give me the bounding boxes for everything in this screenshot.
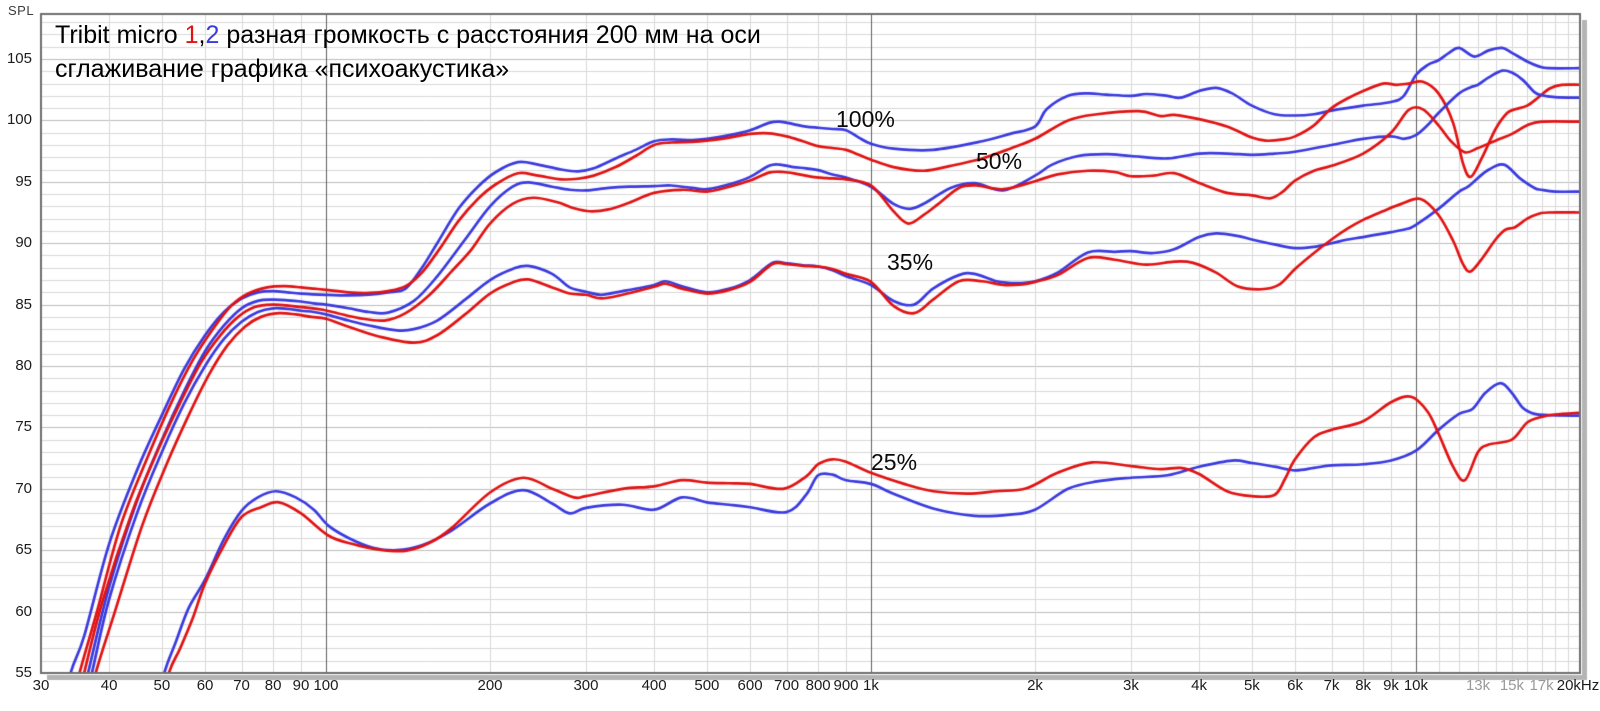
x-tick-label: 60 <box>196 677 214 694</box>
curve-label-35: 35% <box>887 249 934 275</box>
y-tick-label: 70 <box>15 479 32 497</box>
x-tick-label: 8k <box>1355 677 1372 694</box>
x-tick-label: 10k <box>1403 677 1429 694</box>
y-tick-label: 65 <box>15 541 32 559</box>
y-tick-label: 60 <box>15 602 32 620</box>
x-tick-label: 7k <box>1323 677 1340 694</box>
chart-title-segment: Tribit micro <box>55 21 185 49</box>
y-tick-label: 90 <box>15 234 32 252</box>
x-tick-label: 4k <box>1191 677 1207 694</box>
x-tick-label: 13k <box>1465 677 1491 694</box>
x-tick-label: 800 <box>805 677 831 694</box>
x-tick-label: 90 <box>292 677 310 694</box>
x-tick-label: 6k <box>1287 677 1303 694</box>
x-tick-label: 40 <box>100 677 118 694</box>
x-tick-label: 17k <box>1529 677 1554 694</box>
x-tick-label: 50 <box>153 677 171 694</box>
x-tick-label: 300 <box>573 677 599 694</box>
curve-label-100: 100% <box>836 106 895 132</box>
chart-title: Tribit micro 1,2 разная громкость с расс… <box>55 18 761 86</box>
x-tick-label: 20kHz <box>1556 677 1600 694</box>
y-tick-label: 100 <box>6 111 32 129</box>
chart-title-segment: 1 <box>184 21 199 49</box>
x-tick-label: 15k <box>1499 677 1524 694</box>
x-tick-label: 2k <box>1027 677 1043 694</box>
x-tick-label: 70 <box>233 677 250 694</box>
x-tick-label: 400 <box>641 677 667 694</box>
curve-label-50: 50% <box>976 148 1023 174</box>
y-tick-label: 95 <box>15 172 32 190</box>
curve-label-25: 25% <box>871 449 918 475</box>
x-tick-label: 80 <box>264 677 282 694</box>
x-tick-label: 700 <box>774 677 800 694</box>
y-tick-label: 75 <box>15 418 32 436</box>
x-tick-label: 100 <box>313 677 339 694</box>
y-tick-label: 85 <box>15 295 32 313</box>
y-tick-label: 80 <box>15 357 32 374</box>
y-axis-title: SPL <box>8 3 35 18</box>
x-tick-label: 200 <box>477 677 503 694</box>
x-tick-label: 5k <box>1243 677 1260 694</box>
chart-title-line1: Tribit micro 1,2 разная громкость с расс… <box>55 18 761 52</box>
x-tick-label: 3k <box>1123 677 1139 694</box>
x-tick-label: 30 <box>32 677 50 694</box>
x-tick-label: 900 <box>833 677 859 694</box>
y-tick-label: 55 <box>15 664 32 681</box>
x-tick-label: 1k <box>863 677 879 694</box>
chart-title-segment: 2 <box>205 21 220 49</box>
x-tick-label: 600 <box>737 677 763 694</box>
x-tick-label: 500 <box>694 677 720 694</box>
y-tick-label: 105 <box>6 50 32 67</box>
chart-title-line2: сглаживание графика «психоакустика» <box>55 55 510 83</box>
chart-title-segment: , <box>198 21 206 49</box>
chart-title-segment: разная громкость с расстояния 200 мм на … <box>219 21 761 49</box>
x-tick-label: 9k <box>1383 677 1399 694</box>
